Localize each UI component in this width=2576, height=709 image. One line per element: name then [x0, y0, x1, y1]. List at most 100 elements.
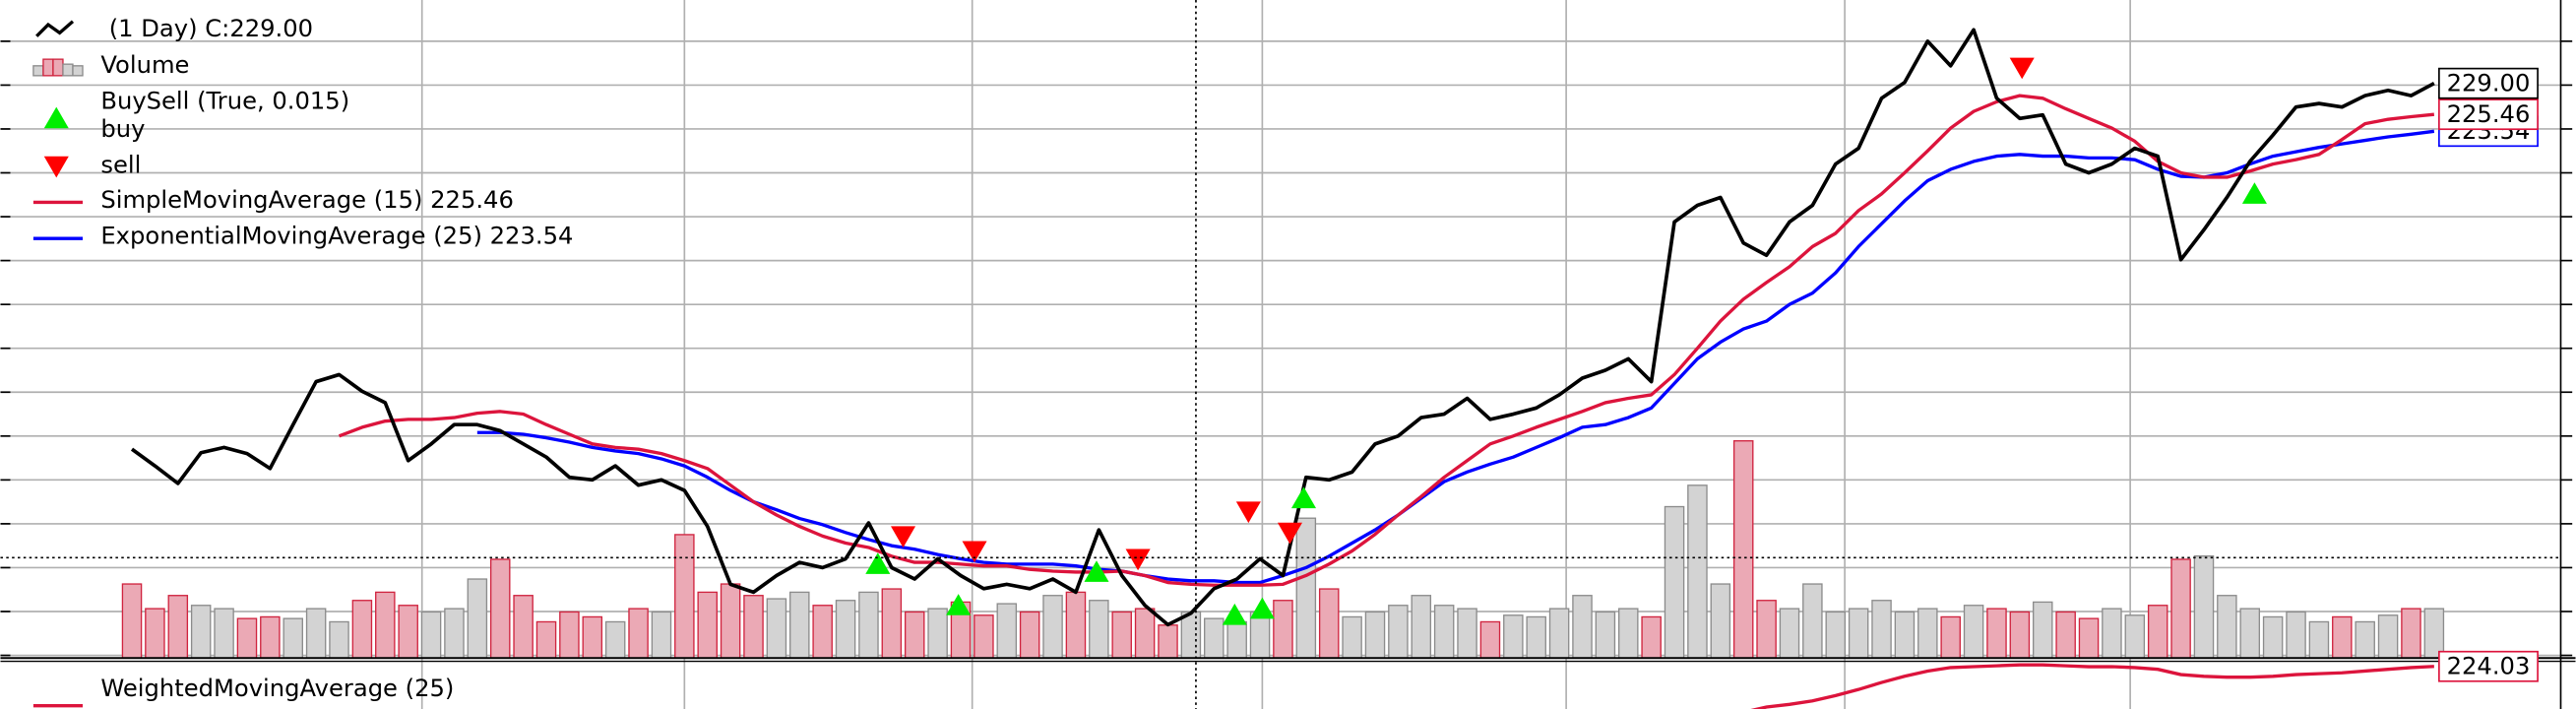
legend-label: buy	[100, 115, 145, 143]
volume-bar	[559, 611, 580, 659]
volume-bar	[2009, 611, 2031, 659]
volume-bar	[2355, 620, 2375, 659]
volume-bar	[1089, 600, 1109, 659]
volume-bar	[2262, 615, 2284, 659]
value-label: 229.00	[2447, 69, 2531, 97]
volume-bar	[420, 611, 442, 659]
volume-bar	[904, 611, 925, 659]
volume-bar	[1503, 614, 1524, 659]
legend-label: (1 Day) C:229.00	[109, 15, 313, 42]
volume-bar	[467, 578, 488, 659]
volume-bar	[1548, 608, 1570, 659]
legend-label: Volume	[100, 51, 189, 79]
buy-marker	[865, 552, 891, 574]
legend-label: sell	[100, 152, 141, 179]
volume-bar	[2423, 608, 2445, 659]
legend: (1 Day) C:229.00 Volume BuySell (True, 0…	[32, 15, 573, 708]
volume-bar	[214, 608, 234, 659]
legend-icon	[72, 65, 84, 77]
volume-bar	[2332, 615, 2353, 659]
volume-bar	[1479, 620, 1501, 659]
volume-bar	[444, 608, 465, 659]
legend-icon	[43, 156, 69, 178]
volume-bar	[1019, 611, 1040, 659]
volume-bar	[974, 614, 994, 659]
value-label: 225.46	[2447, 100, 2531, 128]
volume-bar	[1940, 615, 1961, 659]
volume-bar	[789, 591, 810, 659]
volume-bar	[766, 598, 787, 659]
sub-plot-area	[1750, 663, 2434, 709]
volume-bar	[1273, 600, 1293, 659]
volume-bar	[2032, 601, 2053, 659]
volume-bar	[697, 591, 718, 659]
volume-bar	[260, 615, 281, 659]
buy-marker	[1222, 603, 1247, 625]
value-label: 224.03	[2447, 653, 2531, 680]
value-label-box	[2438, 650, 2539, 682]
line-series	[130, 28, 2435, 627]
volume-bar	[2217, 595, 2237, 659]
volume-bar	[489, 558, 511, 659]
volume-bar	[1756, 600, 1777, 659]
volume-bar	[1318, 588, 1340, 659]
volume-bar	[1158, 624, 1178, 659]
volume-bar	[927, 608, 948, 659]
volume-bar	[1618, 608, 1639, 659]
line-series	[338, 94, 2435, 587]
volume-bar	[1249, 611, 1271, 659]
volume-bar	[651, 611, 672, 659]
volume-bar	[2286, 611, 2306, 659]
volume-bar	[1295, 517, 1317, 659]
volume-bar	[1526, 615, 1546, 659]
volume-bar	[1825, 611, 1847, 659]
volume-bar	[835, 600, 856, 659]
legend-icon	[42, 58, 54, 77]
volume-bar	[1917, 608, 1938, 659]
volume-bar	[2170, 558, 2191, 659]
volume-bar	[628, 608, 649, 659]
legend-label: SimpleMovingAverage (15) 225.46	[100, 186, 514, 214]
volume-bar	[329, 620, 349, 659]
volume-bar	[2124, 614, 2146, 659]
buy-marker	[1290, 486, 1317, 509]
volume-bar	[2401, 608, 2421, 659]
sell-marker	[1277, 522, 1302, 545]
volume-bar	[1963, 605, 1984, 659]
volume-bar	[674, 534, 695, 659]
volume-bar	[1433, 605, 1455, 659]
volume-bar	[1226, 620, 1247, 659]
volume-bar	[996, 603, 1018, 659]
volume-bar	[743, 595, 764, 659]
volume-bar	[2308, 620, 2330, 659]
volume-bar	[1342, 615, 1362, 659]
volume-bar	[1411, 595, 1432, 659]
volume-bar	[167, 595, 189, 659]
volume-bar	[535, 620, 557, 659]
volume-bar	[2193, 554, 2215, 659]
sell-marker	[962, 541, 987, 563]
volume-bar	[236, 617, 258, 659]
volume-bar	[283, 617, 303, 659]
buy-marker	[1249, 597, 1275, 619]
volume-bar	[190, 605, 212, 659]
buy-marker	[2241, 182, 2267, 204]
sell-marker	[2009, 57, 2035, 80]
volume-bar	[1111, 611, 1132, 659]
volume-bar	[1641, 615, 1662, 659]
volume-bar	[858, 591, 879, 659]
volume-bar	[2147, 605, 2168, 659]
volume-bar	[1871, 600, 1892, 659]
volume-bar	[2078, 617, 2100, 659]
volume-bar	[145, 608, 165, 659]
volume-bar	[1986, 608, 2007, 659]
volume-bar	[2239, 608, 2261, 659]
volume-bar	[1595, 611, 1616, 659]
volume-bar	[1364, 611, 1386, 659]
legend-label: WeightedMovingAverage (25)	[100, 675, 454, 702]
volume-bar	[1732, 440, 1754, 659]
volume-bar	[1572, 595, 1593, 659]
volume-bar	[1065, 591, 1087, 659]
